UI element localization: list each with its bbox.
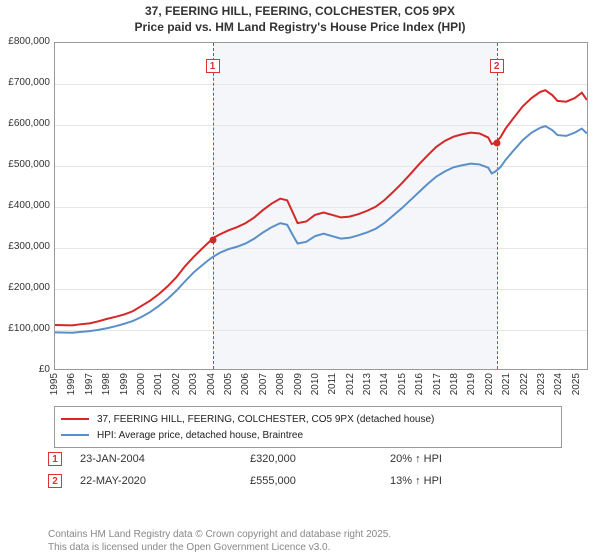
x-tick-label: 1998 xyxy=(101,373,112,395)
legend-row: 37, FEERING HILL, FEERING, COLCHESTER, C… xyxy=(61,411,555,427)
marker-table-price: £320,000 xyxy=(250,453,390,465)
chart-titles: 37, FEERING HILL, FEERING, COLCHESTER, C… xyxy=(0,0,600,35)
marker-table-num: 2 xyxy=(48,474,62,488)
legend: 37, FEERING HILL, FEERING, COLCHESTER, C… xyxy=(54,406,562,448)
x-tick-label: 2007 xyxy=(258,373,269,395)
marker-table-date: 22-MAY-2020 xyxy=(80,475,250,487)
x-tick-label: 2001 xyxy=(153,373,164,395)
x-tick-label: 1999 xyxy=(119,373,130,395)
y-tick-label: £500,000 xyxy=(6,159,50,170)
plot-area: 12 xyxy=(54,42,588,370)
markers-table: 1 23-JAN-2004£320,00020% ↑ HPI 2 22-MAY-202… xyxy=(48,448,562,492)
marker-label-2: 2 xyxy=(490,59,504,73)
footer-line-1: Contains HM Land Registry data © Crown c… xyxy=(48,528,562,541)
legend-text: HPI: Average price, detached house, Brai… xyxy=(97,430,303,441)
x-tick-label: 2000 xyxy=(136,373,147,395)
x-tick-label: 1996 xyxy=(66,373,77,395)
series-hpi xyxy=(55,126,587,333)
y-tick-label: £100,000 xyxy=(6,323,50,334)
marker-dot-2 xyxy=(493,140,500,147)
marker-table-date: 23-JAN-2004 xyxy=(80,453,250,465)
y-tick-label: £800,000 xyxy=(6,36,50,47)
x-tick-label: 2014 xyxy=(379,373,390,395)
y-tick-label: £300,000 xyxy=(6,241,50,252)
x-tick-label: 2015 xyxy=(397,373,408,395)
x-tick-label: 2025 xyxy=(571,373,582,395)
x-tick-label: 2013 xyxy=(362,373,373,395)
x-tick-label: 2018 xyxy=(449,373,460,395)
x-tick-label: 2017 xyxy=(432,373,443,395)
marker-dot-1 xyxy=(209,236,216,243)
x-tick-label: 2003 xyxy=(188,373,199,395)
title-line-1: 37, FEERING HILL, FEERING, COLCHESTER, C… xyxy=(0,4,600,20)
footer-line-2: This data is licensed under the Open Gov… xyxy=(48,541,562,554)
legend-swatch xyxy=(61,434,89,436)
y-tick-label: £700,000 xyxy=(6,77,50,88)
marker-table-num: 1 xyxy=(48,452,62,466)
chart-region: 12 £0£100,000£200,000£300,000£400,000£50… xyxy=(6,38,594,402)
y-tick-label: £200,000 xyxy=(6,282,50,293)
x-tick-label: 2010 xyxy=(310,373,321,395)
marker-table-pct: 13% ↑ HPI xyxy=(390,475,540,487)
x-tick-label: 2006 xyxy=(240,373,251,395)
marker-table-price: £555,000 xyxy=(250,475,390,487)
x-tick-label: 2011 xyxy=(327,373,338,395)
y-tick-label: £600,000 xyxy=(6,118,50,129)
x-tick-label: 2016 xyxy=(414,373,425,395)
series-price_paid xyxy=(55,90,587,325)
x-tick-label: 2004 xyxy=(206,373,217,395)
x-tick-label: 2023 xyxy=(536,373,547,395)
x-tick-label: 1995 xyxy=(49,373,60,395)
marker-table-pct: 20% ↑ HPI xyxy=(390,453,540,465)
marker-label-1: 1 xyxy=(206,59,220,73)
x-tick-label: 1997 xyxy=(84,373,95,395)
x-tick-label: 2008 xyxy=(275,373,286,395)
x-tick-label: 2002 xyxy=(171,373,182,395)
x-tick-label: 2022 xyxy=(519,373,530,395)
marker-table-row: 2 22-MAY-2020£555,00013% ↑ HPI xyxy=(48,470,562,492)
y-tick-label: £0 xyxy=(6,364,50,375)
x-tick-label: 2012 xyxy=(345,373,356,395)
x-tick-label: 2020 xyxy=(484,373,495,395)
x-tick-label: 2005 xyxy=(223,373,234,395)
marker-table-row: 1 23-JAN-2004£320,00020% ↑ HPI xyxy=(48,448,562,470)
legend-text: 37, FEERING HILL, FEERING, COLCHESTER, C… xyxy=(97,414,434,425)
y-tick-label: £400,000 xyxy=(6,200,50,211)
title-line-2: Price paid vs. HM Land Registry's House … xyxy=(0,20,600,36)
footer: Contains HM Land Registry data © Crown c… xyxy=(48,528,562,554)
x-tick-label: 2019 xyxy=(466,373,477,395)
legend-row: HPI: Average price, detached house, Brai… xyxy=(61,427,555,443)
x-tick-label: 2009 xyxy=(293,373,304,395)
x-tick-label: 2021 xyxy=(501,373,512,395)
x-tick-label: 2024 xyxy=(553,373,564,395)
legend-swatch xyxy=(61,418,89,420)
